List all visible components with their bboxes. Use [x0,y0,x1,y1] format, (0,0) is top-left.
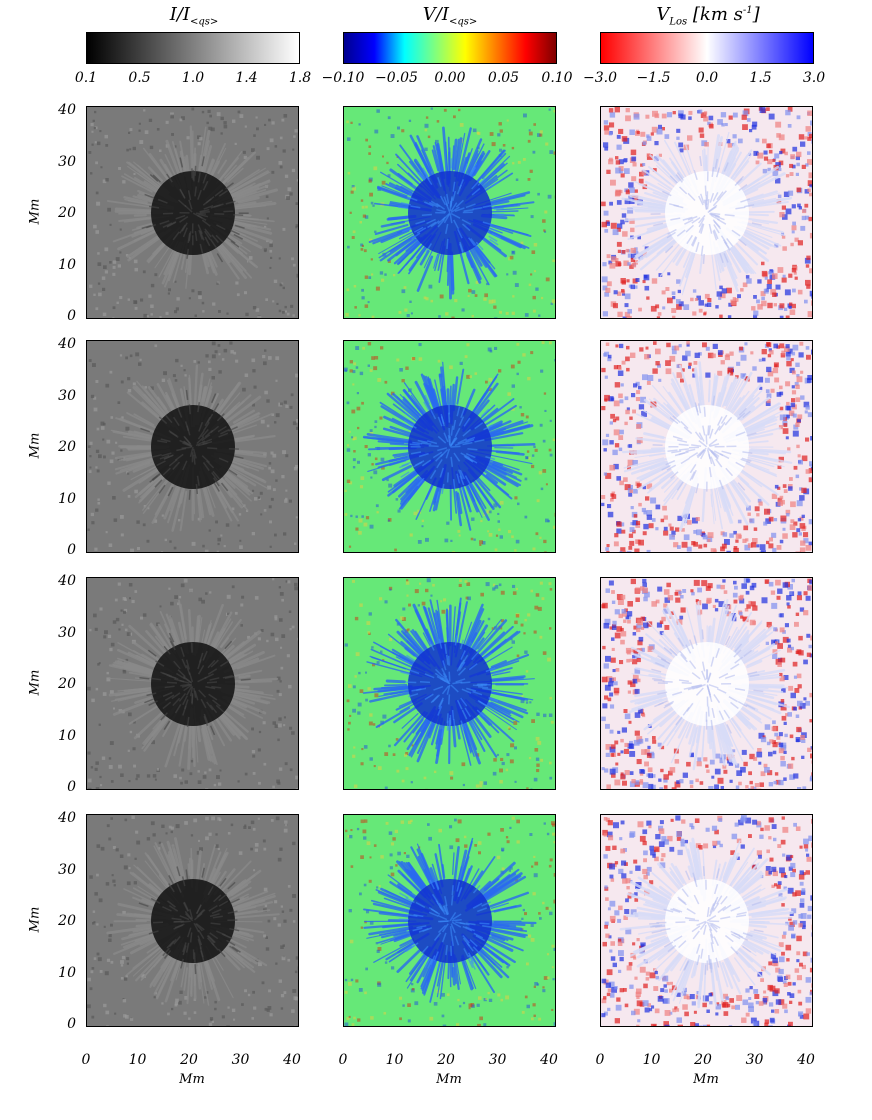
colorbar-tick-label: 1.0 [181,70,205,86]
y-tick-label: 10 [58,256,76,273]
x-axis-label: Mm [436,1072,462,1087]
panel-intensity-row-4 [86,814,299,1027]
x-tick-label: 10 [642,1052,661,1068]
x-tick-label: 20 [437,1052,455,1068]
stokes-map-image [344,578,555,789]
y-tick-label: 0 [67,1016,76,1032]
panel-stokes-row-4 [343,814,556,1027]
x-tick-label: 30 [231,1052,250,1068]
x-tick-label: 20 [694,1052,712,1068]
y-tick-label: 10 [58,964,76,981]
intensity-map-image [87,578,298,789]
y-tick-label: 40 [58,102,76,118]
y-tick-label: 10 [58,727,76,744]
y-tick-label: 20 [58,913,76,929]
y-tick-label: 40 [58,573,76,589]
colorbar-tick-label: 3.0 [802,70,826,86]
stokes-map-image [344,815,555,1026]
panel-velocity-row-1 [600,106,813,319]
colorbar-title-intensity: I/I<qs> [169,4,219,28]
x-tick-label: 0 [338,1052,348,1068]
x-tick-label: 40 [797,1052,815,1068]
panel-velocity-row-4 [600,814,813,1027]
colorbar-tick-label: −3.0 [583,70,617,86]
y-axis-label: Mm [27,198,43,225]
intensity-map-image [87,815,298,1026]
y-tick-label: 20 [58,439,76,455]
colorbar-tick-label: 0.00 [434,70,466,86]
x-tick-label: 0 [595,1052,605,1068]
colorbar-tick-label: −0.05 [375,70,418,86]
colorbar-stokes-v [343,32,557,64]
x-tick-label: 30 [745,1052,764,1068]
y-tick-label: 30 [58,624,76,641]
colorbar-tick-label: −1.5 [636,70,671,86]
y-tick-label: 30 [58,861,76,878]
panel-velocity-row-2 [600,340,813,553]
y-tick-label: 20 [58,676,76,692]
y-tick-label: 0 [67,542,76,558]
panel-intensity-row-3 [86,577,299,790]
x-tick-label: 0 [81,1052,91,1068]
x-tick-label: 40 [540,1052,558,1068]
intensity-map-image [87,341,298,552]
panel-stokes-row-1 [343,106,556,319]
panel-stokes-row-2 [343,340,556,553]
y-tick-label: 40 [58,810,76,826]
y-tick-label: 30 [58,387,76,404]
panel-intensity-row-2 [86,340,299,553]
y-tick-label: 10 [58,490,76,507]
colorbar-tick-label: 1.4 [235,70,258,86]
colorbar-tick-label: 1.5 [749,70,772,86]
y-axis-label: Mm [27,669,43,696]
colorbar-velocity [600,32,814,64]
y-axis-label: Mm [27,432,43,459]
stokes-map-image [344,341,555,552]
y-tick-label: 30 [58,153,76,170]
velocity-map-image [601,815,812,1026]
y-tick-label: 0 [67,308,76,324]
x-tick-label: 20 [180,1052,198,1068]
panel-velocity-row-3 [600,577,813,790]
velocity-map-image [601,341,812,552]
velocity-map-image [601,107,812,318]
y-tick-label: 0 [67,779,76,795]
velocity-map-image [601,578,812,789]
x-axis-label: Mm [179,1072,205,1087]
x-tick-label: 10 [385,1052,404,1068]
panel-intensity-row-1 [86,106,299,319]
y-axis-label: Mm [27,906,43,933]
x-tick-label: 40 [283,1052,301,1068]
colorbar-title-stokes-v: V/I<qs> [422,4,478,28]
colorbar-title-velocity: VLos [km s-1] [656,4,760,28]
colorbar-tick-label: 0.10 [541,70,573,86]
colorbar-tick-label: −0.10 [321,70,365,86]
colorbar-tick-label: 0.5 [128,70,151,86]
colorbar-tick-label: 1.8 [288,70,312,86]
x-axis-label: Mm [693,1072,719,1087]
colorbar-tick-label: 0.05 [487,70,520,86]
y-tick-label: 20 [58,205,76,221]
x-tick-label: 30 [488,1052,507,1068]
colorbar-tick-label: 0.0 [695,70,719,86]
x-tick-label: 10 [128,1052,147,1068]
colorbar-tick-label: 0.1 [74,70,98,86]
panel-stokes-row-3 [343,577,556,790]
intensity-map-image [87,107,298,318]
y-tick-label: 40 [58,336,76,352]
colorbar-intensity [86,32,300,64]
stokes-map-image [344,107,555,318]
